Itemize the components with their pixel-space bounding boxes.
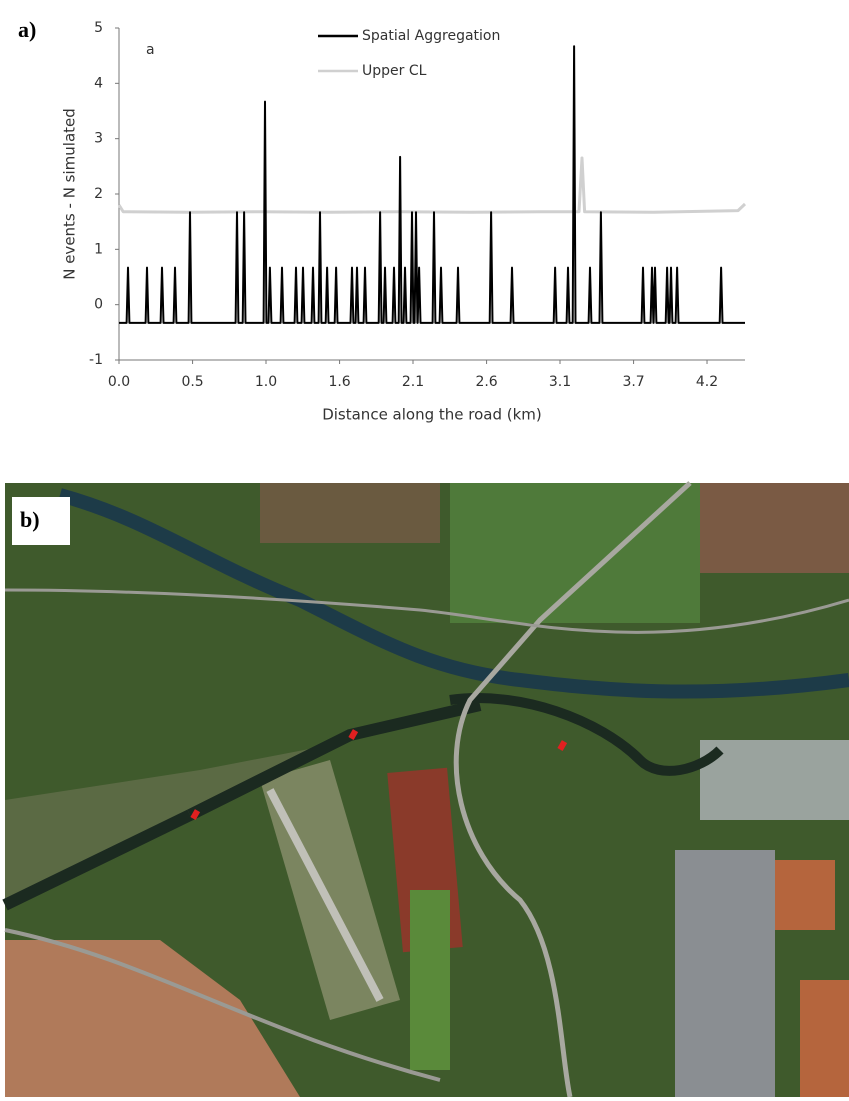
series-line — [119, 45, 745, 324]
x-tick-label: 2.6 — [475, 374, 497, 390]
y-tick-label: 4 — [94, 75, 103, 91]
x-tick-label: 1.6 — [328, 374, 350, 390]
x-axis-label: Distance along the road (km) — [322, 406, 542, 424]
chart: -1 0 1 2 3 4 5 0.0 0.5 1.0 1.6 2.1 2.6 3.1 3.7 4.2 Spati… — [89, 20, 747, 390]
x-tick-label: 3.1 — [549, 374, 571, 390]
annotation: a — [146, 42, 155, 58]
panel-label: b) — [20, 507, 40, 532]
series-line — [117, 156, 747, 214]
satellite-image — [2, 481, 849, 1098]
x-tick-label: 2.1 — [402, 374, 424, 390]
y-tick-label: 3 — [94, 131, 103, 147]
x-tick-label: 0.0 — [108, 374, 130, 390]
y-tick-label: 5 — [94, 20, 103, 36]
x-tick-label: 3.7 — [622, 374, 644, 390]
x-tick-label: 4.2 — [696, 374, 718, 390]
y-axis-label: N events - N simulated — [61, 108, 79, 280]
x-tick-label: 0.5 — [181, 374, 203, 390]
legend-label: Spatial Aggregation — [362, 28, 500, 44]
x-tick-label: 1.0 — [255, 374, 277, 390]
y-tick-label: 0 — [94, 297, 103, 313]
y-tick-label: 1 — [94, 241, 103, 257]
y-tick-label: -1 — [89, 352, 103, 368]
legend-label: Upper CL — [362, 63, 427, 79]
y-tick-label: 2 — [94, 186, 103, 202]
panel-label: a) — [18, 17, 36, 42]
